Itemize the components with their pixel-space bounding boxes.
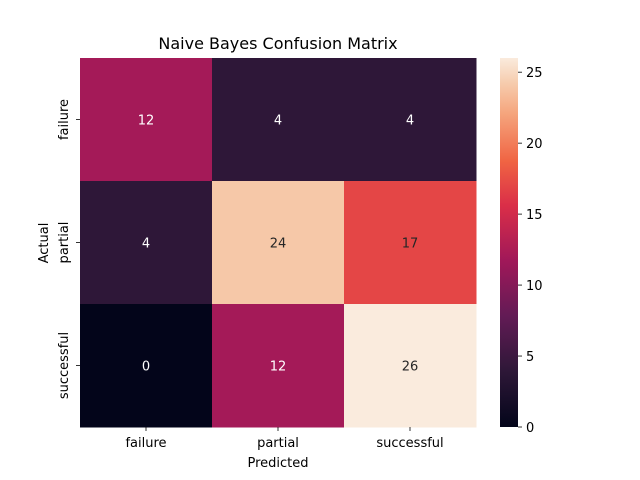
colorbar-tick-label: 5 [526, 350, 534, 365]
heatmap-cell [80, 304, 213, 428]
y-tick-label: failure [57, 99, 72, 140]
heatmap-cell [344, 304, 477, 428]
cell-value-label: 4 [406, 114, 414, 129]
colorbar-tick-label: 0 [526, 421, 534, 436]
heatmap-cell [212, 58, 345, 182]
cell-value-label: 4 [274, 114, 282, 129]
x-tick-label: successful [376, 436, 443, 451]
cell-value-label: 24 [270, 237, 287, 252]
colorbar: 0 5 10 15 20 25 [500, 58, 543, 436]
colorbar-tick-label: 25 [526, 66, 543, 81]
y-tick-label: partial [57, 222, 72, 264]
y-tick-label: successful [57, 332, 72, 399]
cell-value-label: 4 [142, 237, 150, 252]
heatmap-cell [344, 181, 477, 305]
heatmap-cell [80, 58, 213, 182]
cell-value-label: 17 [402, 237, 419, 252]
cell-value-label: 12 [138, 114, 155, 129]
x-tick-label: partial [257, 436, 299, 451]
heatmap-cell [212, 181, 345, 305]
heatmap-cell [80, 181, 213, 305]
heatmap-cells: 12 4 4 4 24 17 0 12 26 [80, 58, 477, 428]
x-axis-label: Predicted [247, 456, 308, 471]
chart-title: Naive Bayes Confusion Matrix [158, 34, 397, 53]
colorbar-tick-label: 10 [526, 279, 543, 294]
heatmap-cell [212, 304, 345, 428]
y-tick-labels: failure partial successful [57, 99, 80, 399]
heatmap-cell [344, 58, 477, 182]
cell-value-label: 12 [270, 360, 287, 375]
y-axis-label: Actual [37, 223, 52, 264]
x-tick-labels: failure partial successful [125, 427, 444, 451]
colorbar-tick-label: 15 [526, 208, 543, 223]
x-tick-label: failure [125, 436, 166, 451]
colorbar-tick-label: 20 [526, 137, 543, 152]
cell-value-label: 0 [142, 360, 150, 375]
colorbar-gradient [500, 58, 518, 427]
cell-value-label: 26 [402, 360, 419, 375]
